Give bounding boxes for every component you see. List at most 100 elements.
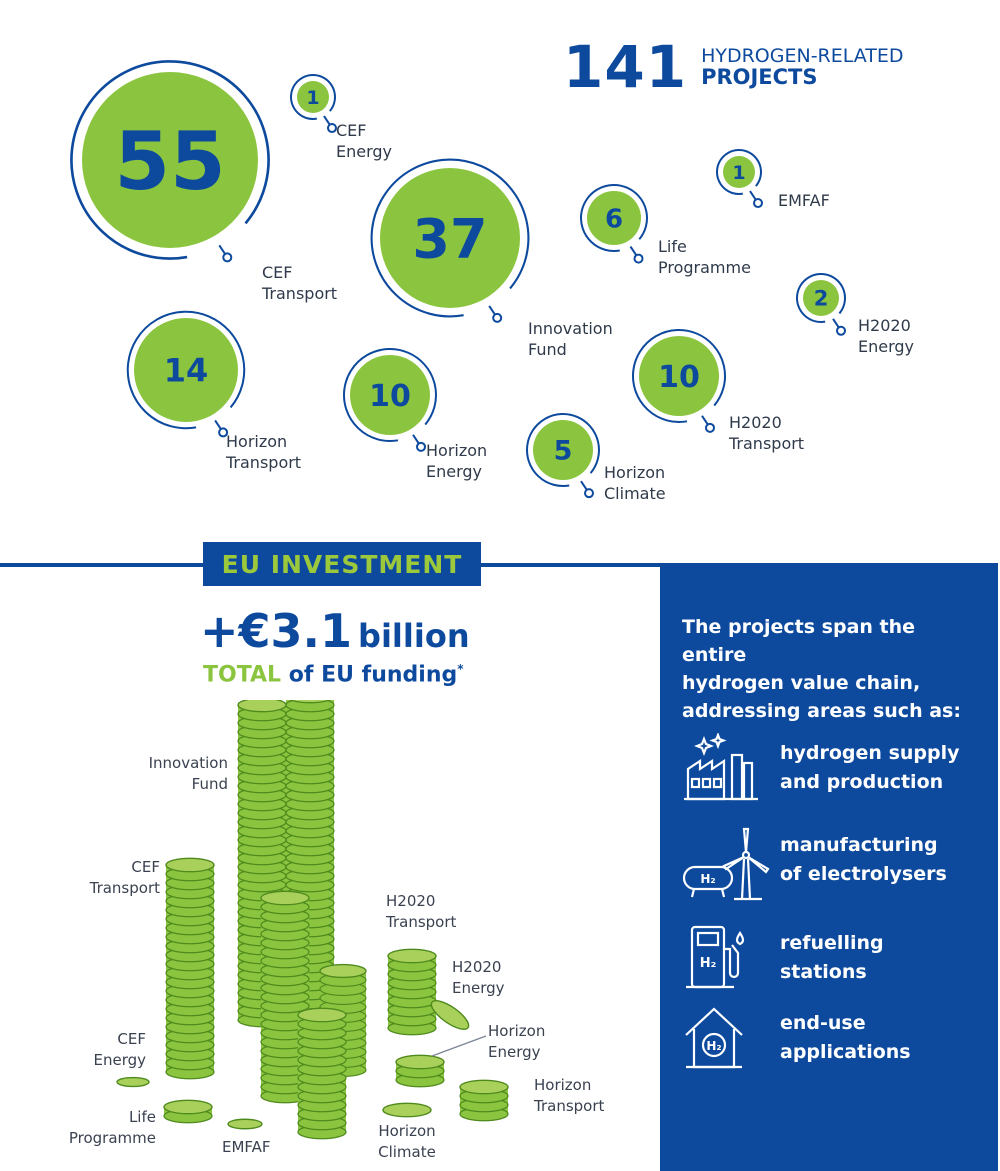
coin-label-line2: Transport bbox=[89, 879, 161, 897]
bubble-value: 5 bbox=[554, 436, 573, 467]
bubble-label-line2: Programme bbox=[658, 258, 751, 277]
value-chain-panel: The projects span the entire hydrogen va… bbox=[660, 563, 998, 1171]
projects-total: 141 bbox=[563, 33, 688, 101]
coin-top bbox=[319, 963, 367, 979]
bubble-label-line1: EMFAF bbox=[778, 191, 830, 210]
coin-top bbox=[459, 1079, 509, 1095]
value-chain-item-refuelling: H₂ refuelling stations bbox=[682, 923, 982, 1003]
coin-label-life-programme: Life Programme bbox=[69, 1108, 156, 1147]
coin-label-horizon-energy: Horizon Energy bbox=[488, 1022, 545, 1061]
coin-top bbox=[382, 1102, 432, 1118]
coin-stack-horizon-energy bbox=[395, 1054, 445, 1088]
item-label-end-use: end-use applications bbox=[780, 1009, 980, 1067]
bubble-value: 37 bbox=[412, 207, 487, 270]
bubble-label-line2: Climate bbox=[604, 484, 666, 503]
bubble-value: 10 bbox=[369, 379, 411, 414]
coin-stack-h2020-transport bbox=[387, 948, 437, 1036]
coin-top bbox=[260, 890, 310, 906]
bubble-connector bbox=[580, 480, 588, 491]
coin-stack-emfaf bbox=[227, 1118, 263, 1130]
bubble-label-line1: H2020 bbox=[858, 316, 911, 335]
coin-label-line2: Energy bbox=[93, 1051, 146, 1069]
bubble-disc bbox=[134, 318, 238, 422]
value-chain-intro: The projects span the entire hydrogen va… bbox=[682, 613, 982, 725]
investment-amount-value: +€3.1 bbox=[200, 604, 353, 658]
coin-top bbox=[387, 948, 437, 964]
bubble-connector-dot bbox=[584, 488, 594, 499]
bubble-connector bbox=[701, 415, 709, 426]
bubble-ring bbox=[796, 273, 846, 323]
bubble-value: 55 bbox=[114, 115, 225, 208]
bubble-disc bbox=[380, 168, 520, 308]
bubble-horizon-transport: 14 Horizon Transport bbox=[126, 310, 301, 472]
bubble-label-line1: CEF bbox=[336, 121, 366, 140]
coin-label-line1: Horizon bbox=[378, 1122, 435, 1140]
bubble-value: 6 bbox=[605, 204, 623, 234]
item-end-use-line2: applications bbox=[780, 1041, 911, 1063]
coin-stack-cef-transport bbox=[165, 857, 215, 1080]
house-h2-symbol: H₂ bbox=[706, 1039, 721, 1053]
coin-stack-horizon-transport bbox=[459, 1079, 509, 1122]
coin-stacks-illustration: Innovation Fund CEF Transport H2020 Transport… bbox=[69, 700, 605, 1161]
factory-icon bbox=[684, 733, 758, 801]
bubble-connector bbox=[488, 305, 497, 316]
bubble-connector-dot bbox=[633, 253, 644, 264]
bubble-label-line1: H2020 bbox=[729, 413, 782, 432]
investment-subtitle: TOTAL of EU funding* bbox=[203, 662, 464, 687]
bubble-cef-transport: 55 CEF Transport bbox=[70, 60, 337, 303]
item-supply-line1: hydrogen supply bbox=[780, 742, 960, 764]
bubble-h2020-energy: 2 H2020 Energy bbox=[796, 273, 914, 356]
bubble-emfaf: 1 EMFAF bbox=[716, 149, 830, 210]
bubble-label-line2: Energy bbox=[336, 142, 392, 161]
bubble-label-line2: Transport bbox=[261, 284, 337, 303]
coin-stack-life bbox=[163, 1099, 213, 1124]
bubble-ring bbox=[70, 60, 270, 260]
coin-top bbox=[395, 1054, 445, 1070]
bubble-value: 10 bbox=[658, 360, 700, 395]
coin-label-line2: Climate bbox=[378, 1143, 436, 1161]
bubble-label-line2: Fund bbox=[528, 340, 567, 359]
pump-h2-symbol: H₂ bbox=[700, 956, 717, 971]
projects-headline: 141 HYDROGEN-RELATED PROJECTS bbox=[563, 38, 904, 96]
coin-label-cef-energy: CEF Energy bbox=[93, 1030, 146, 1069]
item-label-refuelling: refuelling stations bbox=[780, 929, 980, 987]
bubble-innovation-fund: 37 Innovation Fund bbox=[370, 158, 613, 359]
coin-label-line1: Innovation bbox=[149, 754, 228, 772]
item-refuelling-line1: refuelling bbox=[780, 932, 884, 954]
coin-stack-innovation-e bbox=[297, 1007, 347, 1140]
bubble-life-programme: 6 Life Programme bbox=[580, 184, 751, 277]
bubble-connector-dot bbox=[492, 312, 503, 323]
bubble-connector bbox=[214, 419, 222, 430]
value-chain-item-electrolysers: H₂ manufacturing of electrolysers bbox=[682, 825, 982, 905]
coin-top bbox=[165, 857, 215, 873]
intro-line3: addressing areas such as: bbox=[682, 700, 961, 722]
intro-line1: The projects span the entire bbox=[682, 616, 916, 666]
bubble-connector-dot bbox=[327, 123, 337, 134]
bubble-connector-dot bbox=[753, 198, 763, 209]
coin-top bbox=[163, 1099, 213, 1115]
coin-label-h2020-transport: H2020 Transport bbox=[385, 892, 457, 931]
coin-label-innovation-fund: Innovation Fund bbox=[149, 754, 228, 793]
coin-top bbox=[227, 1118, 263, 1130]
bubble-connector bbox=[218, 244, 227, 255]
bubble-disc bbox=[297, 81, 329, 113]
bubble-connector bbox=[832, 318, 840, 329]
bubble-connector bbox=[749, 190, 757, 201]
coin-top bbox=[288, 700, 332, 704]
bubble-value: 2 bbox=[814, 287, 829, 311]
bubble-label-line1: Horizon bbox=[604, 463, 665, 482]
projects-caption: HYDROGEN-RELATED PROJECTS bbox=[701, 45, 903, 89]
item-supply-line2: and production bbox=[780, 771, 944, 793]
bubble-value: 14 bbox=[164, 352, 209, 390]
bubble-ring bbox=[580, 184, 648, 252]
bubble-connector-dot bbox=[222, 252, 233, 263]
bubble-ring bbox=[716, 149, 762, 195]
coin-label-horizon-transport: Horizon Transport bbox=[533, 1076, 605, 1115]
bubble-connector bbox=[629, 246, 638, 257]
coin bbox=[430, 1000, 470, 1030]
coin-label-line1: Horizon bbox=[488, 1022, 545, 1040]
bubble-ring bbox=[632, 329, 726, 423]
item-end-use-line1: end-use bbox=[780, 1012, 866, 1034]
bubble-disc bbox=[82, 72, 258, 248]
coin-label-line1: H2020 bbox=[452, 958, 501, 976]
